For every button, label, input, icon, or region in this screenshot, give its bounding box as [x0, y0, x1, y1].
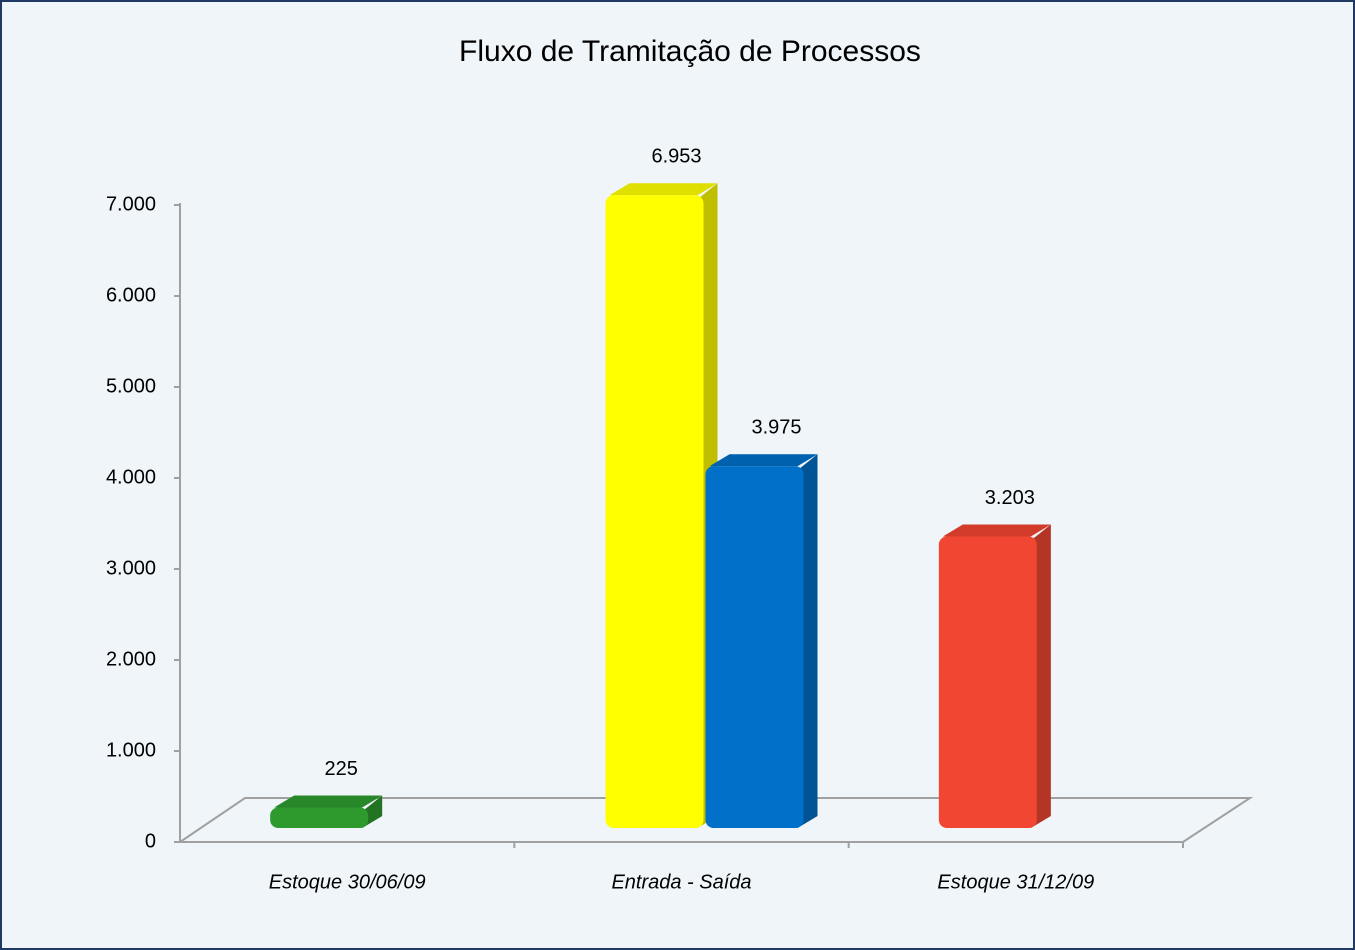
y-tick-label: 5.000: [106, 375, 156, 397]
bar: [705, 466, 804, 828]
y-tick-label: 6.000: [106, 284, 156, 306]
y-tick-label: 1.000: [106, 739, 156, 761]
bar: [270, 807, 369, 828]
x-tick-label: Estoque 30/06/09: [269, 871, 426, 893]
bar-top: [274, 795, 383, 808]
bar-top: [942, 524, 1051, 537]
data-label: 3.975: [751, 417, 801, 439]
bar-top-shade: [609, 183, 718, 196]
bar-top: [609, 183, 718, 196]
data-label: 6.953: [651, 146, 701, 168]
data-label: 3.203: [985, 487, 1035, 509]
bar-top: [709, 454, 818, 467]
y-tick-label: 7.000: [106, 193, 156, 215]
bar-top-shade: [274, 795, 383, 808]
y-tick-label: 2.000: [106, 648, 156, 670]
y-tick-label: 3.000: [106, 557, 156, 579]
bar-top-shade: [942, 524, 1051, 537]
y-tick-label: 4.000: [106, 466, 156, 488]
x-tick-label: Entrada - Saída: [611, 871, 751, 893]
chart-title: Fluxo de Tramitação de Processos: [459, 35, 921, 68]
bar: [605, 195, 704, 829]
bar-top-shade: [709, 454, 818, 467]
y-tick-label: 0: [145, 830, 156, 852]
data-label: 225: [324, 758, 357, 780]
x-tick-label: Estoque 31/12/09: [937, 871, 1094, 893]
bar: [938, 536, 1037, 828]
